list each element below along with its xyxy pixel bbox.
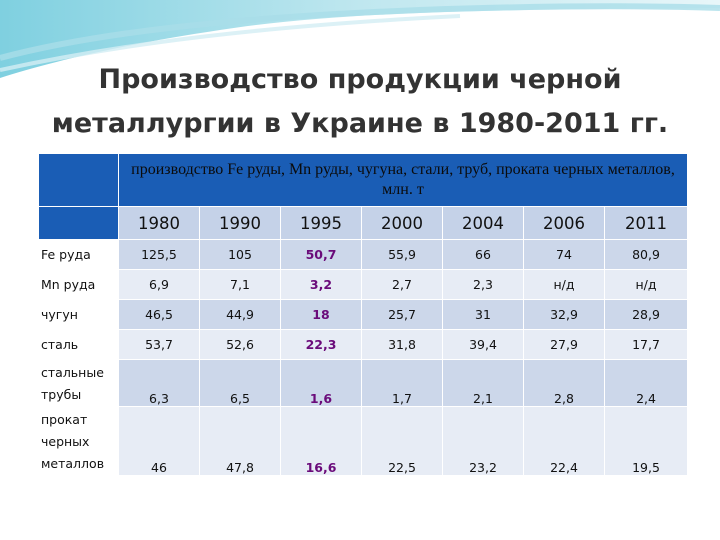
table-cell: 7,1: [199, 269, 281, 300]
table-row: Mn руда 6,9 7,1 3,2 2,7 2,3 н/д н/д: [38, 269, 689, 300]
table-cell: 17,7: [603, 329, 689, 360]
table-row: стальные трубы 6,3 6,5 1,6 1,7 2,1 2,8 2…: [38, 359, 689, 407]
table-cell: 25,7: [361, 299, 443, 330]
year-header: 2000: [361, 206, 443, 240]
table-cell: 6,9: [118, 269, 200, 300]
decorative-wave-banner: [0, 0, 720, 78]
table-cell: 23,2: [442, 406, 524, 476]
table-cell: 80,9: [603, 239, 689, 270]
table-cell-highlight: 18: [280, 299, 362, 330]
table-cell: 2,7: [361, 269, 443, 300]
table-cell: 19,5: [603, 406, 689, 476]
row-label: прокат черных металлов: [38, 406, 119, 476]
year-header: 2006: [523, 206, 605, 240]
page-title: Производство продукции черной металлурги…: [51, 64, 669, 139]
table-cell: 125,5: [118, 239, 200, 270]
year-header: 2011: [603, 206, 689, 240]
year-header: 2004: [442, 206, 524, 240]
table-cell-highlight: 16,6: [280, 406, 362, 476]
caption-row: производство Fe руды, Mn руды, чугуна, с…: [38, 153, 689, 207]
table-cell: н/д: [523, 269, 605, 300]
row-label: чугун: [38, 299, 119, 330]
table-cell-highlight: 3,2: [280, 269, 362, 300]
table-row: сталь 53,7 52,6 22,3 31,8 39,4 27,9 17,7: [38, 329, 689, 360]
row-label: сталь: [38, 329, 119, 360]
table-cell: 6,3: [118, 359, 200, 407]
table-cell: 31: [442, 299, 524, 330]
year-header: 1980: [118, 206, 200, 240]
table-cell: 53,7: [118, 329, 200, 360]
production-table: производство Fe руды, Mn руды, чугуна, с…: [38, 153, 689, 476]
table-cell: 52,6: [199, 329, 281, 360]
table-cell: 27,9: [523, 329, 605, 360]
table-cell: 74: [523, 239, 605, 270]
table-cell: 2,3: [442, 269, 524, 300]
table-cell: 2,4: [603, 359, 689, 407]
year-header: 1995: [280, 206, 362, 240]
row-label: стальные трубы: [38, 359, 119, 407]
table-cell-highlight: 50,7: [280, 239, 362, 270]
year-header-row: 1980 1990 1995 2000 2004 2006 2011: [38, 206, 689, 240]
table-cell: н/д: [603, 269, 689, 300]
table-cell: 46: [118, 406, 200, 476]
table-caption: производство Fe руды, Mn руды, чугуна, с…: [117, 153, 689, 207]
table-cell: 32,9: [523, 299, 605, 330]
table-cell: 2,1: [442, 359, 524, 407]
table-cell: 22,5: [361, 406, 443, 476]
table-cell-highlight: 22,3: [280, 329, 362, 360]
table-cell: 31,8: [361, 329, 443, 360]
row-label: Fe руда: [38, 239, 119, 270]
header-corner-lower: [38, 206, 119, 240]
table-cell: 44,9: [199, 299, 281, 330]
table-row: Fe руда 125,5 105 50,7 55,9 66 74 80,9: [38, 239, 689, 270]
table-cell: 39,4: [442, 329, 524, 360]
table-cell: 22,4: [523, 406, 605, 476]
table-cell: 55,9: [361, 239, 443, 270]
table-cell-highlight: 1,6: [280, 359, 362, 407]
table-cell: 2,8: [523, 359, 605, 407]
table-cell: 46,5: [118, 299, 200, 330]
table-cell: 1,7: [361, 359, 443, 407]
table-cell: 28,9: [603, 299, 689, 330]
table-cell: 6,5: [199, 359, 281, 407]
table-row: чугун 46,5 44,9 18 25,7 31 32,9 28,9: [38, 299, 689, 330]
table-cell: 105: [199, 239, 281, 270]
table-cell: 47,8: [199, 406, 281, 476]
header-corner: [38, 153, 119, 207]
table-cell: 66: [442, 239, 524, 270]
row-label: Mn руда: [38, 269, 119, 300]
table-row: прокат черных металлов 46 47,8 16,6 22,5…: [38, 406, 689, 476]
year-header: 1990: [199, 206, 281, 240]
